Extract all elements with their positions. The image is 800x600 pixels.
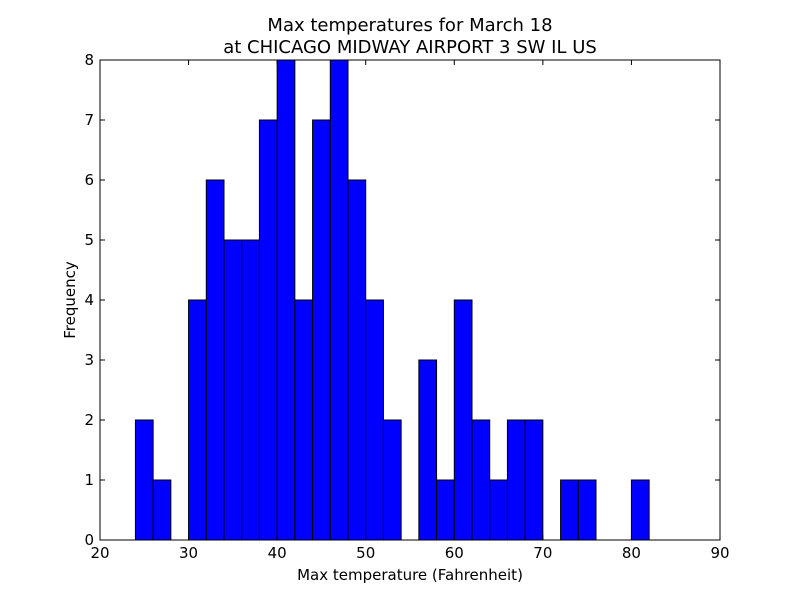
y-tick-label: 3 [84, 351, 94, 369]
histogram-bar [312, 119, 331, 541]
histogram-bar [152, 479, 172, 541]
histogram-bar [365, 299, 384, 541]
histogram-bar [294, 299, 314, 541]
x-tick-label: 20 [90, 544, 109, 562]
histogram-bar [630, 479, 650, 541]
histogram-bar [453, 299, 473, 541]
y-tick-label: 1 [84, 471, 94, 489]
x-tick-label: 50 [356, 544, 375, 562]
x-axis-label: Max temperature (Fahrenheit) [297, 566, 523, 584]
histogram-bar [382, 419, 402, 541]
x-tick-label: 30 [179, 544, 198, 562]
chart-title: Max temperatures for March 18 [267, 15, 552, 36]
histogram-bar [188, 299, 207, 541]
histogram-bar [134, 419, 154, 541]
y-tick-label: 4 [84, 291, 94, 309]
histogram-bar [506, 419, 526, 541]
y-tick-label: 0 [84, 531, 94, 549]
y-tick-label: 5 [84, 231, 94, 249]
x-tick-label: 70 [533, 544, 552, 562]
y-tick-label: 6 [84, 171, 94, 189]
histogram-bar [471, 419, 491, 541]
y-tick-label: 2 [84, 411, 94, 429]
histogram-bar [418, 359, 438, 541]
histogram-bar [223, 239, 243, 541]
y-axis-label: Frequency [61, 261, 79, 339]
x-tick-label: 80 [622, 544, 641, 562]
x-tick-label: 40 [268, 544, 287, 562]
bars-group [134, 59, 650, 541]
histogram-bar [347, 179, 367, 541]
plot-frame [99, 59, 721, 541]
histogram-bar [329, 59, 349, 541]
x-tick-label: 90 [710, 544, 729, 562]
histogram-bar [258, 119, 278, 541]
y-tick-label: 7 [84, 111, 94, 129]
y-tick-label: 8 [84, 51, 94, 69]
histogram-bar [560, 479, 579, 541]
histogram-bar [524, 419, 544, 541]
histogram-bar [276, 59, 296, 541]
ticks-group: 20 30 40 50 60 70 80 90 0 1 2 3 4 5 6 7 8 [84, 51, 729, 562]
histogram-bar [241, 239, 260, 541]
histogram-bar [205, 179, 225, 541]
histogram-bar [489, 479, 508, 541]
x-tick-label: 60 [445, 544, 464, 562]
chart-subtitle: at CHICAGO MIDWAY AIRPORT 3 SW IL US [223, 37, 597, 58]
histogram-bar [436, 479, 455, 541]
histogram-bar [577, 479, 597, 541]
